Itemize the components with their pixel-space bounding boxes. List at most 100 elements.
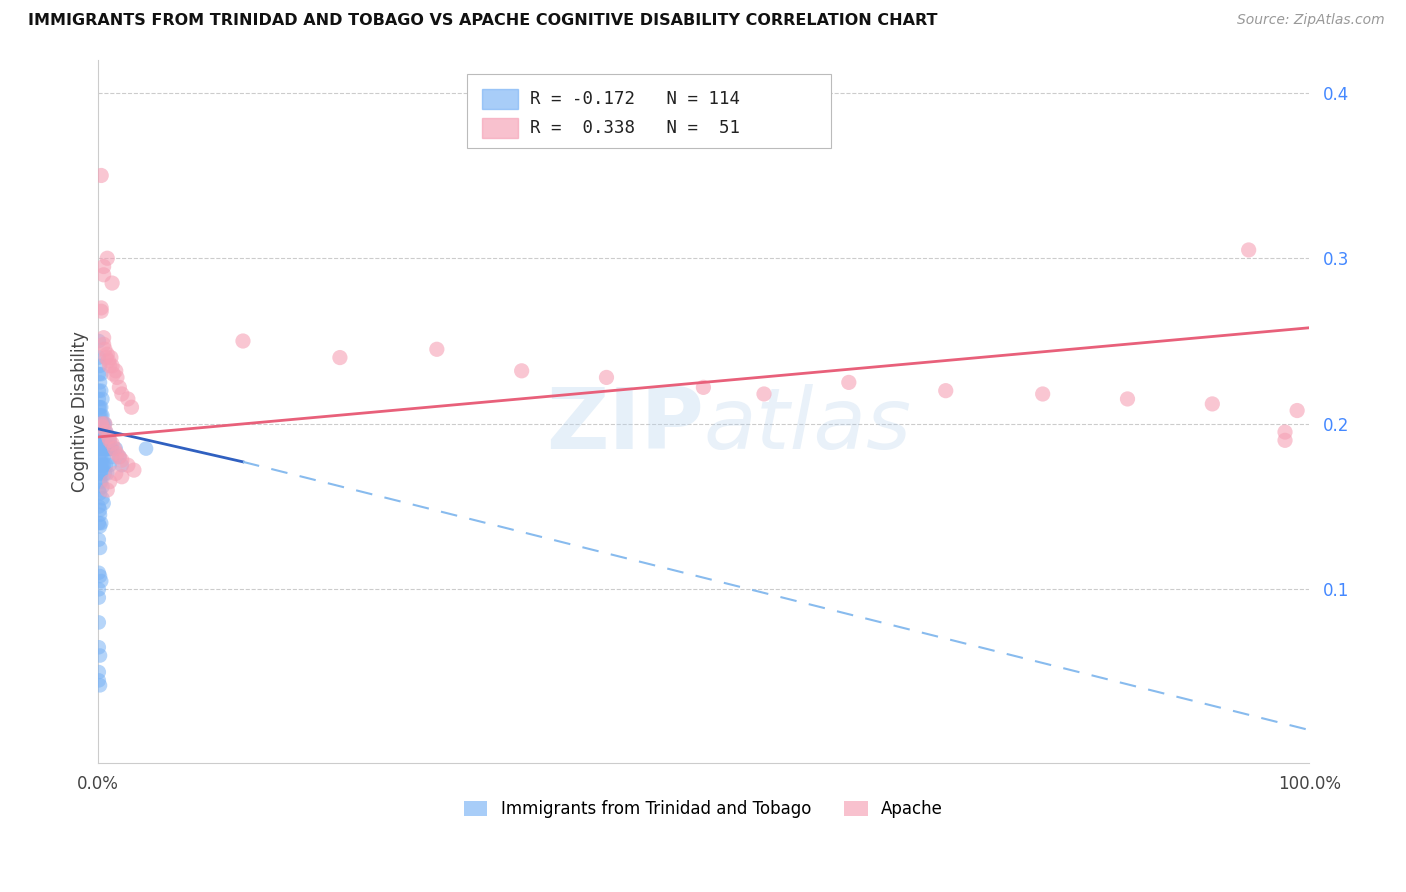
Point [87, 500, 110, 514]
Point [101, 450, 124, 464]
Point [89, 475, 111, 489]
Point [87, 533, 110, 547]
Point [101, 359, 124, 373]
Point [98, 434, 121, 448]
Point [89, 417, 111, 431]
Point [89, 458, 111, 472]
Point [89, 678, 111, 692]
Text: R =  0.338   N =  51: R = 0.338 N = 51 [530, 119, 740, 136]
FancyBboxPatch shape [482, 118, 517, 137]
Point [97, 354, 120, 368]
Point [93, 458, 115, 472]
Point [96, 442, 118, 456]
Point [93, 331, 115, 345]
Point [90, 442, 112, 456]
Point [89, 648, 111, 663]
Point [94, 417, 117, 431]
Point [1032, 387, 1054, 401]
Point [90, 425, 112, 439]
Point [108, 450, 131, 464]
Point [1274, 434, 1296, 448]
Point [89, 409, 111, 423]
Point [87, 401, 110, 415]
Point [90, 301, 112, 315]
Text: R = -0.172   N = 114: R = -0.172 N = 114 [530, 90, 740, 108]
Point [94, 351, 117, 365]
Point [87, 425, 110, 439]
Point [90, 417, 112, 431]
FancyBboxPatch shape [482, 89, 517, 109]
Point [117, 458, 139, 472]
Point [98, 442, 121, 456]
Legend: Immigrants from Trinidad and Tobago, Apache: Immigrants from Trinidad and Tobago, Apa… [457, 794, 949, 825]
Point [91, 420, 114, 434]
Point [93, 260, 115, 274]
Point [87, 483, 110, 497]
Point [122, 463, 145, 477]
Point [101, 436, 124, 450]
Point [94, 425, 117, 439]
Point [121, 401, 143, 415]
Point [90, 367, 112, 381]
Point [98, 434, 121, 448]
Text: atlas: atlas [703, 384, 911, 467]
Point [87, 409, 110, 423]
Point [93, 496, 115, 510]
Point [87, 566, 110, 580]
Point [91, 480, 114, 494]
Point [90, 458, 112, 472]
Point [96, 467, 118, 481]
Point [87, 615, 110, 630]
Point [89, 434, 111, 448]
Point [87, 434, 110, 448]
Y-axis label: Cognitive Disability: Cognitive Disability [72, 331, 89, 491]
Point [93, 337, 115, 351]
Point [94, 458, 117, 472]
Point [87, 384, 110, 398]
Point [232, 334, 254, 348]
Point [91, 434, 114, 448]
Point [329, 351, 352, 365]
Point [94, 467, 117, 481]
Point [89, 519, 111, 533]
Point [87, 640, 110, 655]
Point [96, 434, 118, 448]
Point [103, 367, 125, 381]
Point [94, 425, 117, 439]
Point [97, 434, 120, 448]
Point [90, 409, 112, 423]
Point [90, 475, 112, 489]
Point [104, 467, 127, 481]
Point [111, 453, 134, 467]
Point [91, 392, 114, 406]
Point [94, 434, 117, 448]
Point [97, 442, 120, 456]
Point [89, 450, 111, 464]
Point [90, 417, 112, 431]
Point [935, 384, 957, 398]
Point [89, 359, 111, 373]
Point [752, 387, 775, 401]
Point [108, 380, 131, 394]
Point [87, 442, 110, 456]
Point [87, 392, 110, 406]
Point [426, 343, 449, 357]
Point [101, 442, 124, 456]
Point [91, 409, 114, 423]
Point [96, 347, 118, 361]
Point [90, 169, 112, 183]
Point [93, 425, 115, 439]
Point [94, 343, 117, 357]
Point [87, 591, 110, 605]
Point [100, 351, 122, 365]
Point [87, 367, 110, 381]
Point [87, 467, 110, 481]
Point [89, 508, 111, 522]
Point [87, 351, 110, 365]
Point [93, 268, 115, 282]
Point [108, 450, 131, 464]
Point [104, 442, 127, 456]
Point [89, 442, 111, 456]
Point [90, 401, 112, 415]
Point [595, 370, 617, 384]
